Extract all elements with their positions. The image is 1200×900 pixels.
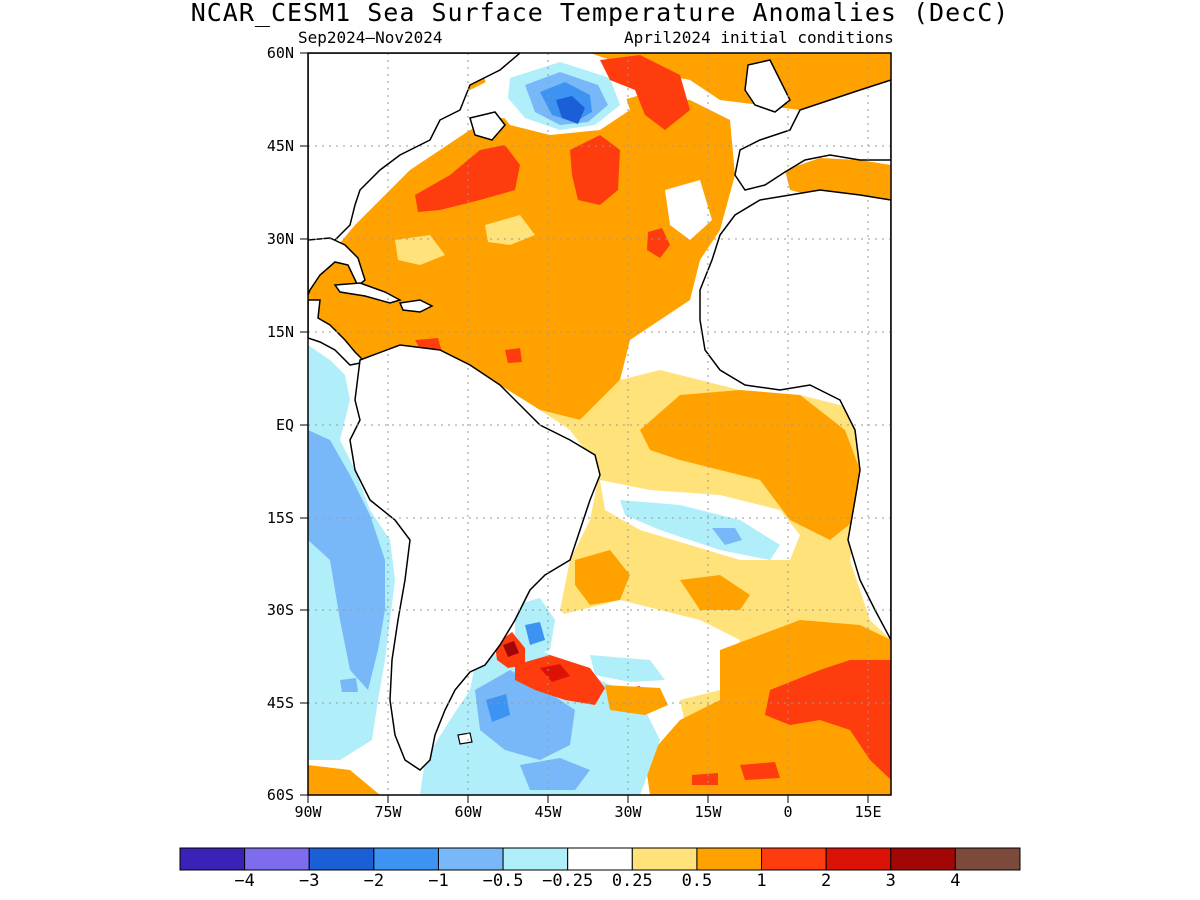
anomaly-warm-confluence <box>605 685 668 715</box>
colorbar-swatch <box>179 847 246 871</box>
anomaly-warm-gulf-of-guinea <box>640 390 860 540</box>
anomaly-warm-north-atlantic <box>308 95 735 420</box>
forecast-period: Sep2024–Nov2024 <box>298 28 443 47</box>
longitude-label-30w: 30W <box>614 803 642 821</box>
anomaly-neutral-south-central <box>560 600 740 700</box>
anomaly-mild-sargasso <box>395 235 445 265</box>
anomaly-hot-confluence <box>515 655 605 705</box>
anomaly-cold-south-band <box>520 758 590 790</box>
anomaly-neutral-canary <box>665 180 712 240</box>
anomaly-cold-pacific <box>308 430 385 690</box>
colorbar-swatch <box>244 847 310 871</box>
land-falklands <box>457 732 473 745</box>
anomaly-cold-pacific-2 <box>340 678 358 692</box>
map-title: NCAR_CESM1 Sea Surface Temperature Anoma… <box>190 0 1010 27</box>
colorbar-label: 2 <box>821 871 832 891</box>
colorbar-swatch <box>890 847 956 871</box>
colorbar-label: −1 <box>428 871 449 891</box>
longitude-label-15e: 15E <box>854 803 882 821</box>
colorbar-label: −4 <box>234 871 255 891</box>
anomaly-very-hot-confluence <box>540 664 570 682</box>
land-south-america <box>349 344 601 771</box>
anomaly-hot-south-patch-2 <box>692 773 718 785</box>
anomaly-cold-tropical-band <box>620 500 780 560</box>
land-africa <box>699 189 891 641</box>
anomaly-hot-south-patch <box>740 762 780 780</box>
colorbar-swatch <box>308 847 375 871</box>
latitude-label-15s: 15S <box>266 509 294 527</box>
colorbar-swatch <box>502 847 569 871</box>
colorbar-swatch <box>761 847 827 871</box>
anomaly-warm-nordic <box>590 53 891 110</box>
latitude-label-30s: 30S <box>266 601 294 619</box>
longitude-label-60w: 60W <box>454 803 482 821</box>
land-british-isles <box>744 59 791 113</box>
land-europe <box>734 79 891 191</box>
colorbar-label: 0.5 <box>681 871 713 891</box>
colorbar-swatch <box>696 847 763 871</box>
anomaly-warm-south-atlantic <box>680 575 750 610</box>
anomaly-hot-tropical <box>505 348 522 363</box>
colorbar-label: 0.25 <box>611 871 653 891</box>
graticule <box>308 53 891 795</box>
anomaly-cold-labrador-center <box>556 96 585 124</box>
anomaly-hot-southeast <box>765 660 891 780</box>
colorbar-label: −0.5 <box>482 871 524 891</box>
longitude-label-0: 0 <box>783 803 793 821</box>
latitude-label-eq: EQ <box>275 416 294 434</box>
anomaly-hot-mid-atlantic <box>570 135 620 205</box>
anomaly-mild-central <box>485 215 535 245</box>
latitude-label-45n: 45N <box>266 137 294 155</box>
latitude-label-15n: 15N <box>266 323 294 341</box>
anomaly-warm-brazil-offshore <box>575 550 630 605</box>
anomaly-cold-east-confluence <box>590 655 665 682</box>
anomaly-hot-gulf-stream <box>415 145 520 212</box>
colorbar-swatch <box>567 847 633 871</box>
map-frame <box>307 52 892 796</box>
anomaly-hot-northeast <box>600 55 690 130</box>
colorbar-swatch <box>825 847 892 871</box>
longitude-label-75w: 75W <box>374 803 402 821</box>
initial-conditions: April2024 initial conditions <box>624 28 894 47</box>
map-panel <box>308 53 891 795</box>
land-florida-gulf <box>308 237 366 296</box>
anomaly-extreme-plata <box>503 641 519 657</box>
colorbar-swatch <box>631 847 698 871</box>
latitude-label-60n: 60N <box>266 44 294 62</box>
colorbar <box>179 847 1021 871</box>
colorbar-label: −3 <box>298 871 320 891</box>
longitude-label-45w: 45W <box>534 803 562 821</box>
colorbar-label: 1 <box>756 871 767 891</box>
anomaly-cold-uruguay-core <box>525 622 545 645</box>
colorbar-label: 4 <box>950 871 961 891</box>
latitude-label-45s: 45S <box>266 694 294 712</box>
axis-ticks <box>300 52 869 803</box>
land-hispaniola <box>398 299 434 313</box>
latitude-label-30n: 30N <box>266 230 294 248</box>
colorbar-swatch <box>954 847 1021 871</box>
anomaly-hot-azores <box>647 228 670 258</box>
land-newfoundland <box>469 111 506 141</box>
longitude-label-15w: 15W <box>694 803 722 821</box>
colorbar-swatch <box>437 847 504 871</box>
colorbar-label: −2 <box>363 871 385 891</box>
anomaly-cold-argentine <box>475 670 575 760</box>
latitude-label-60s: 60S <box>266 786 294 804</box>
anomaly-warm-south-tip <box>308 765 380 795</box>
colorbar-label: −0.25 <box>542 871 594 891</box>
land-cuba <box>333 282 402 304</box>
anomaly-cold-tropical-core <box>712 528 742 545</box>
colorbar-label: 3 <box>885 871 896 891</box>
anomaly-cold-argentine-core <box>486 694 510 722</box>
longitude-label-90w: 90W <box>294 803 322 821</box>
colorbar-swatch <box>373 847 439 871</box>
